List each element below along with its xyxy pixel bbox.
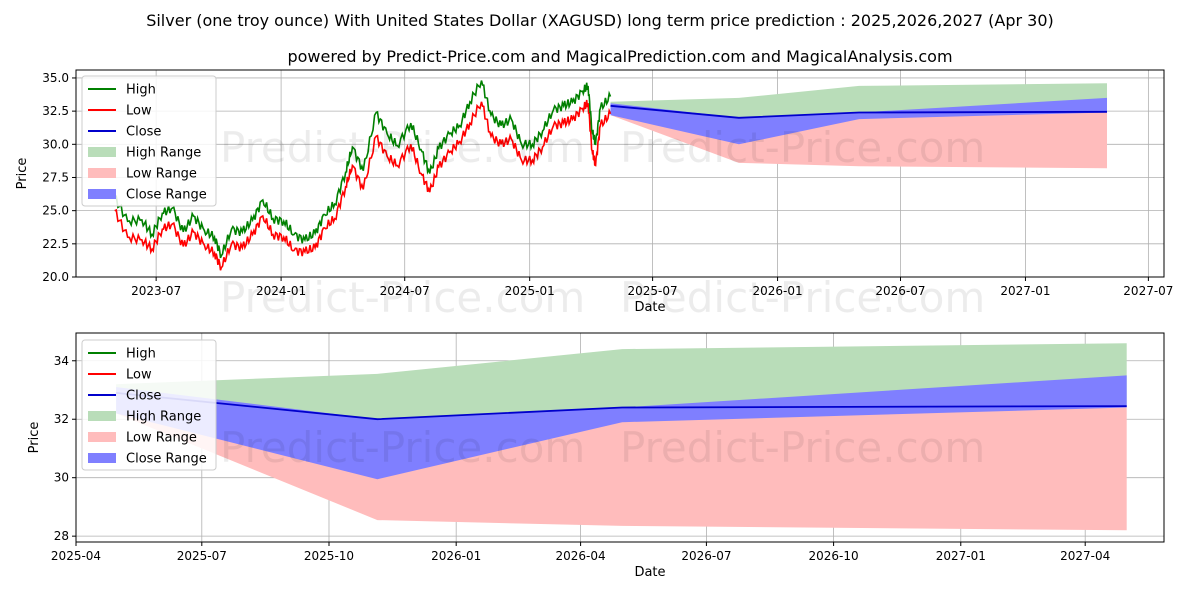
x-tick-label: 2027-04 (1060, 549, 1110, 563)
close-forecast-line (116, 392, 1127, 421)
close-forecast-line (610, 104, 1108, 119)
x-tick-label: 2025-07 (628, 284, 678, 298)
x-tick-label: 2024-01 (256, 284, 306, 298)
y-tick-label: 22.5 (42, 237, 69, 251)
legend-label: Low (126, 368, 152, 383)
y-tick-label: 30 (54, 471, 69, 485)
close-range-band (610, 97, 1107, 145)
x-tick-label: 2024-07 (380, 284, 430, 298)
high-series-line (114, 80, 612, 259)
y-tick-label: 28 (54, 529, 69, 543)
legend-swatch (88, 432, 116, 442)
legend-label: High Range (126, 146, 201, 161)
legend-swatch (88, 168, 116, 178)
watermark: Predict-Price.com (220, 423, 585, 472)
x-tick-label: 2026-01 (431, 549, 481, 563)
x-tick-label: 2025-01 (505, 284, 555, 298)
x-axis-label: Date (634, 300, 665, 315)
watermark: Predict-Price.com (620, 123, 985, 172)
close-range-band (116, 375, 1127, 480)
y-tick-label: 27.5 (42, 170, 69, 184)
x-tick-label: 2027-07 (1123, 284, 1173, 298)
panel-top: 2023-07 2024-01 2024-07 2025-01 2025-07 2026-… (15, 69, 1173, 315)
x-tick-label: 2026-10 (809, 549, 859, 563)
legend-swatch (88, 147, 116, 157)
x-tick-label: 2027-01 (1000, 284, 1050, 298)
plot-frame (75, 332, 1165, 543)
y-tick-label: 32.5 (42, 104, 69, 118)
chart-subtitle: powered by Predict-Price.com and Magical… (287, 47, 952, 66)
y-tick-label: 34 (54, 354, 69, 368)
y-tick-label: 20.0 (42, 270, 69, 284)
x-tick-label: 2026-04 (556, 549, 606, 563)
legend-label: High Range (126, 410, 201, 425)
x-tick-label: 2026-01 (752, 284, 802, 298)
chart-title: Silver (one troy ounce) With United Stat… (146, 11, 1054, 30)
x-tick-label: 2025-07 (177, 549, 227, 563)
y-tick-label: 30.0 (42, 137, 69, 151)
legend: High Low Close High Range Low Range Close Ran… (81, 75, 217, 207)
legend-swatch (88, 453, 116, 463)
legend-label: Close (126, 389, 161, 404)
watermark: Predict-Price.com (620, 423, 985, 472)
low-series-line (114, 99, 612, 271)
plot-frame (75, 69, 1165, 278)
legend-label: Close (126, 125, 161, 140)
legend-label: High (126, 347, 156, 362)
x-axis-label: Date (634, 565, 665, 580)
watermark: Predict-Price.com (220, 273, 585, 322)
watermarks: Predict-Price.com Predict-Price.com Pred… (220, 123, 985, 472)
watermark: Predict-Price.com (620, 273, 985, 322)
x-tick-label: 2026-07 (875, 284, 925, 298)
legend-label: Low Range (126, 167, 197, 182)
panel-bottom: 2025-04 2025-07 2025-10 2026-01 2026-04 2026-… (27, 332, 1165, 580)
legend-label: Close Range (126, 452, 207, 467)
x-tick-label: 2025-04 (51, 549, 101, 563)
x-tick-label: 2026-07 (681, 549, 731, 563)
x-tick-label: 2027-01 (936, 549, 986, 563)
legend: High Low Close High Range Low Range Close Ran… (81, 339, 217, 471)
y-axis-label: Price (27, 422, 42, 454)
legend-label: Low Range (126, 431, 197, 446)
legend-swatch (88, 411, 116, 421)
y-tick-label: 32 (54, 412, 69, 426)
y-tick-label: 35.0 (42, 71, 69, 85)
legend-label: High (126, 83, 156, 98)
watermark: Predict-Price.com (220, 123, 585, 172)
y-axis-label: Price (15, 158, 30, 190)
x-tick-label: 2025-10 (304, 549, 354, 563)
legend-label: Low (126, 104, 152, 119)
y-tick-label: 25.0 (42, 204, 69, 218)
legend-label: Close Range (126, 188, 207, 203)
x-tick-label: 2023-07 (131, 284, 181, 298)
legend-swatch (88, 189, 116, 199)
